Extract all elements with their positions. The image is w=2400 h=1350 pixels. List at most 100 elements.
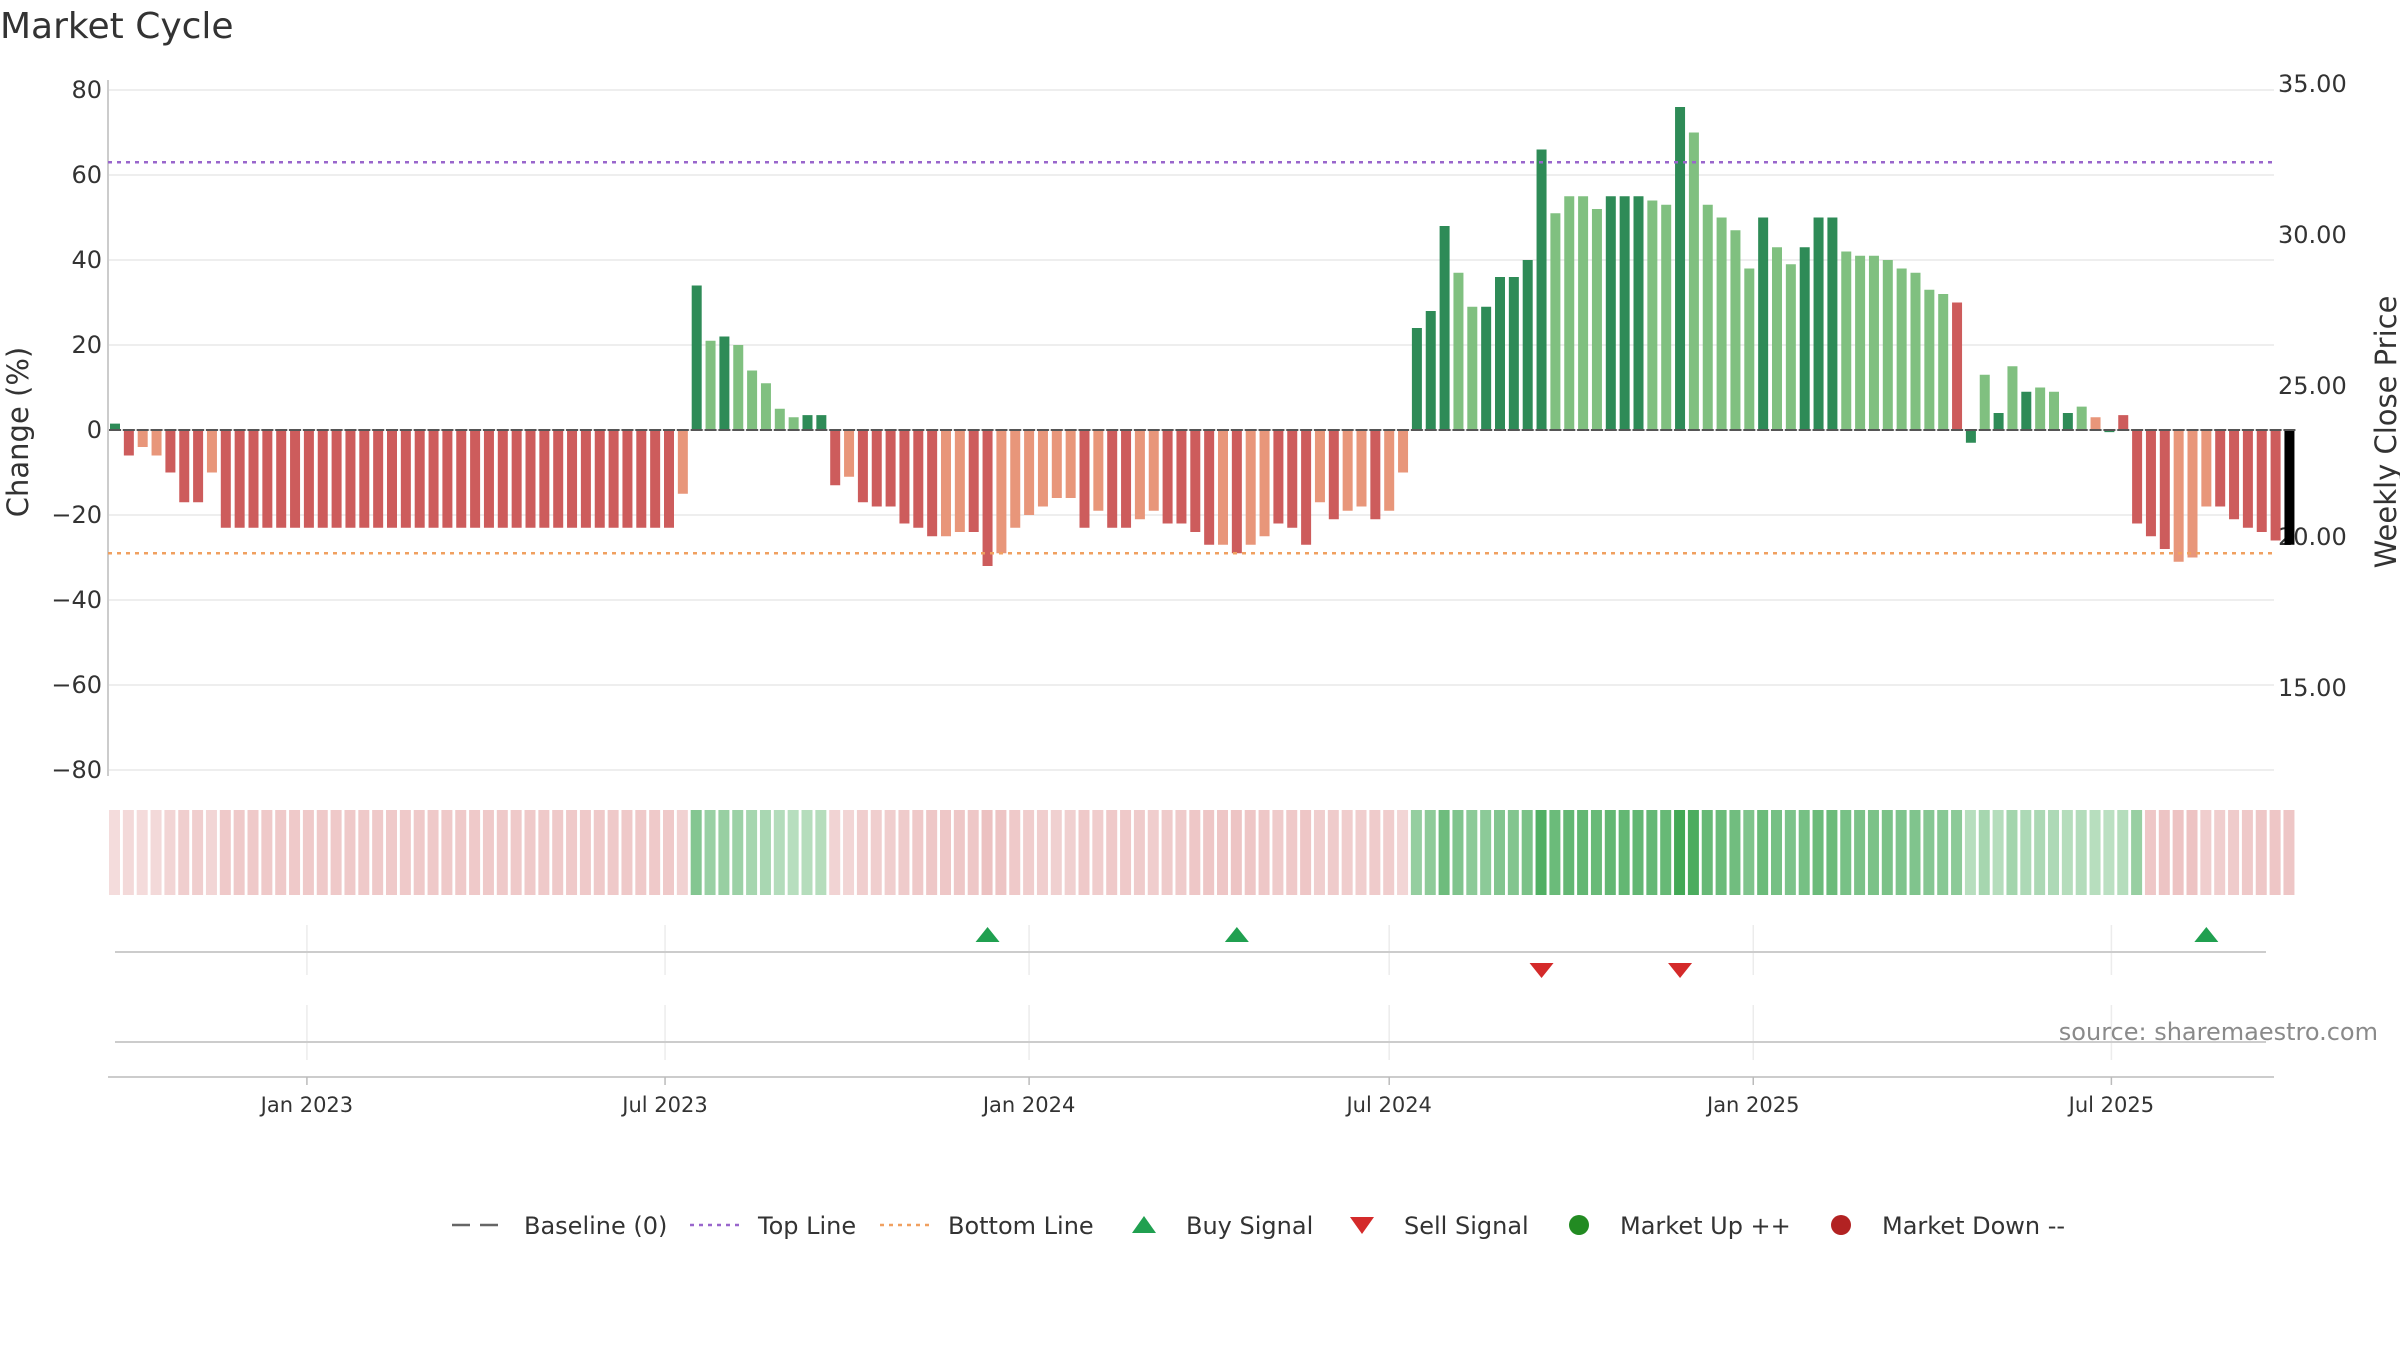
sell-signal-legend-icon [1350,1217,1374,1234]
x-tick-label: Jan 2024 [981,1093,1076,1117]
bar [2049,391,2059,430]
y-axis-ticks: 80 60 40 20 0 −20 −40 −60 −80 [51,76,102,784]
bar [539,430,550,528]
regime-cell [676,810,688,895]
regime-cell [1286,810,1298,895]
regime-cell [1147,810,1159,895]
bar [1841,251,1852,430]
bar [1813,217,1824,430]
bar [1273,430,1284,524]
bar [1993,413,2004,430]
bar [580,430,591,528]
regime-cell [829,810,841,895]
bar [1370,430,1381,520]
regime-cell [2048,810,2059,895]
regime-cell [732,810,744,895]
bar [2187,430,2198,558]
bar [1328,430,1339,520]
bar [1162,430,1173,524]
regime-cell [219,810,231,895]
source-label: source: sharemaestro.com [2059,1018,2378,1046]
regime-cell [1092,810,1104,895]
bar [608,430,619,528]
regime-cell [1258,810,1270,895]
bar [414,430,425,528]
regime-cell [1480,810,1492,895]
regime-cell [1009,810,1021,895]
regime-cell [1120,810,1132,895]
sell-signal-marker [1529,963,1554,978]
bar [2201,430,2212,507]
bar [511,430,522,528]
bar [2145,430,2156,537]
regime-cell [2020,810,2032,895]
bar [2035,387,2046,430]
bar [1314,430,1325,503]
bar [359,430,370,528]
bar [345,430,356,528]
bar [1356,430,1367,507]
bar [1938,294,1949,430]
bar [760,383,771,430]
bar [1259,430,1270,537]
regime-cell [1854,810,1866,895]
regime-cell [1964,810,1976,895]
bar [1675,107,1686,430]
bar [913,430,924,528]
bar [179,430,190,503]
bar [456,430,467,528]
bar [553,430,564,528]
bar [664,430,674,528]
bar [442,430,453,528]
regime-cell [2117,810,2129,895]
x-axis-ticks: Jan 2023 Jul 2023 Jan 2024 Jul 2024 Jan 2025… [108,1076,2274,1117]
bar [1231,430,1242,554]
bar [954,430,965,532]
regime-cell [1161,810,1173,895]
bar [1772,247,1782,430]
legend-label: Bottom Line [948,1212,1094,1240]
regime-cell [1064,810,1076,895]
regime-cell [1466,810,1478,895]
regime-cell [579,810,591,895]
y2-tick-label: 25.00 [2278,372,2347,400]
regime-cell [2075,810,2087,895]
regime-cell [953,810,965,895]
regime-cell [1189,810,1201,895]
regime-cell [1604,810,1616,895]
regime-cell [593,810,605,895]
bar [1107,430,1118,528]
regime-cell [1577,810,1589,895]
regime-cell [1494,810,1505,895]
regime-cell [1050,810,1062,895]
bar [1688,132,1699,430]
regime-cell [358,810,370,895]
bar [483,430,494,528]
regime-cell [1383,810,1395,895]
bar [428,430,439,528]
regime-cell [1244,810,1256,895]
regime-cell [1840,810,1852,895]
regime-cell [1715,810,1727,895]
bar [1051,430,1062,498]
regime-cell [1036,810,1048,895]
bar [1896,268,1907,430]
bar [2256,430,2267,532]
legend: Baseline (0) Top Line Bottom Line Buy Signa… [452,1212,2065,1240]
regime-cell [122,810,134,895]
regime-cell [2200,810,2212,895]
regime-cell [496,810,508,895]
regime-cell [759,810,771,895]
regime-cell [1618,810,1630,895]
bar [2021,391,2032,430]
regime-cell [2103,810,2115,895]
bar [1716,217,1727,430]
regime-cell [205,810,217,895]
regime-cell [1687,810,1699,895]
bar [1605,196,1616,430]
bar [1204,430,1215,545]
regime-cell [1632,810,1644,895]
x-tick-label: Jul 2023 [620,1093,707,1117]
legend-label: Buy Signal [1186,1212,1313,1240]
